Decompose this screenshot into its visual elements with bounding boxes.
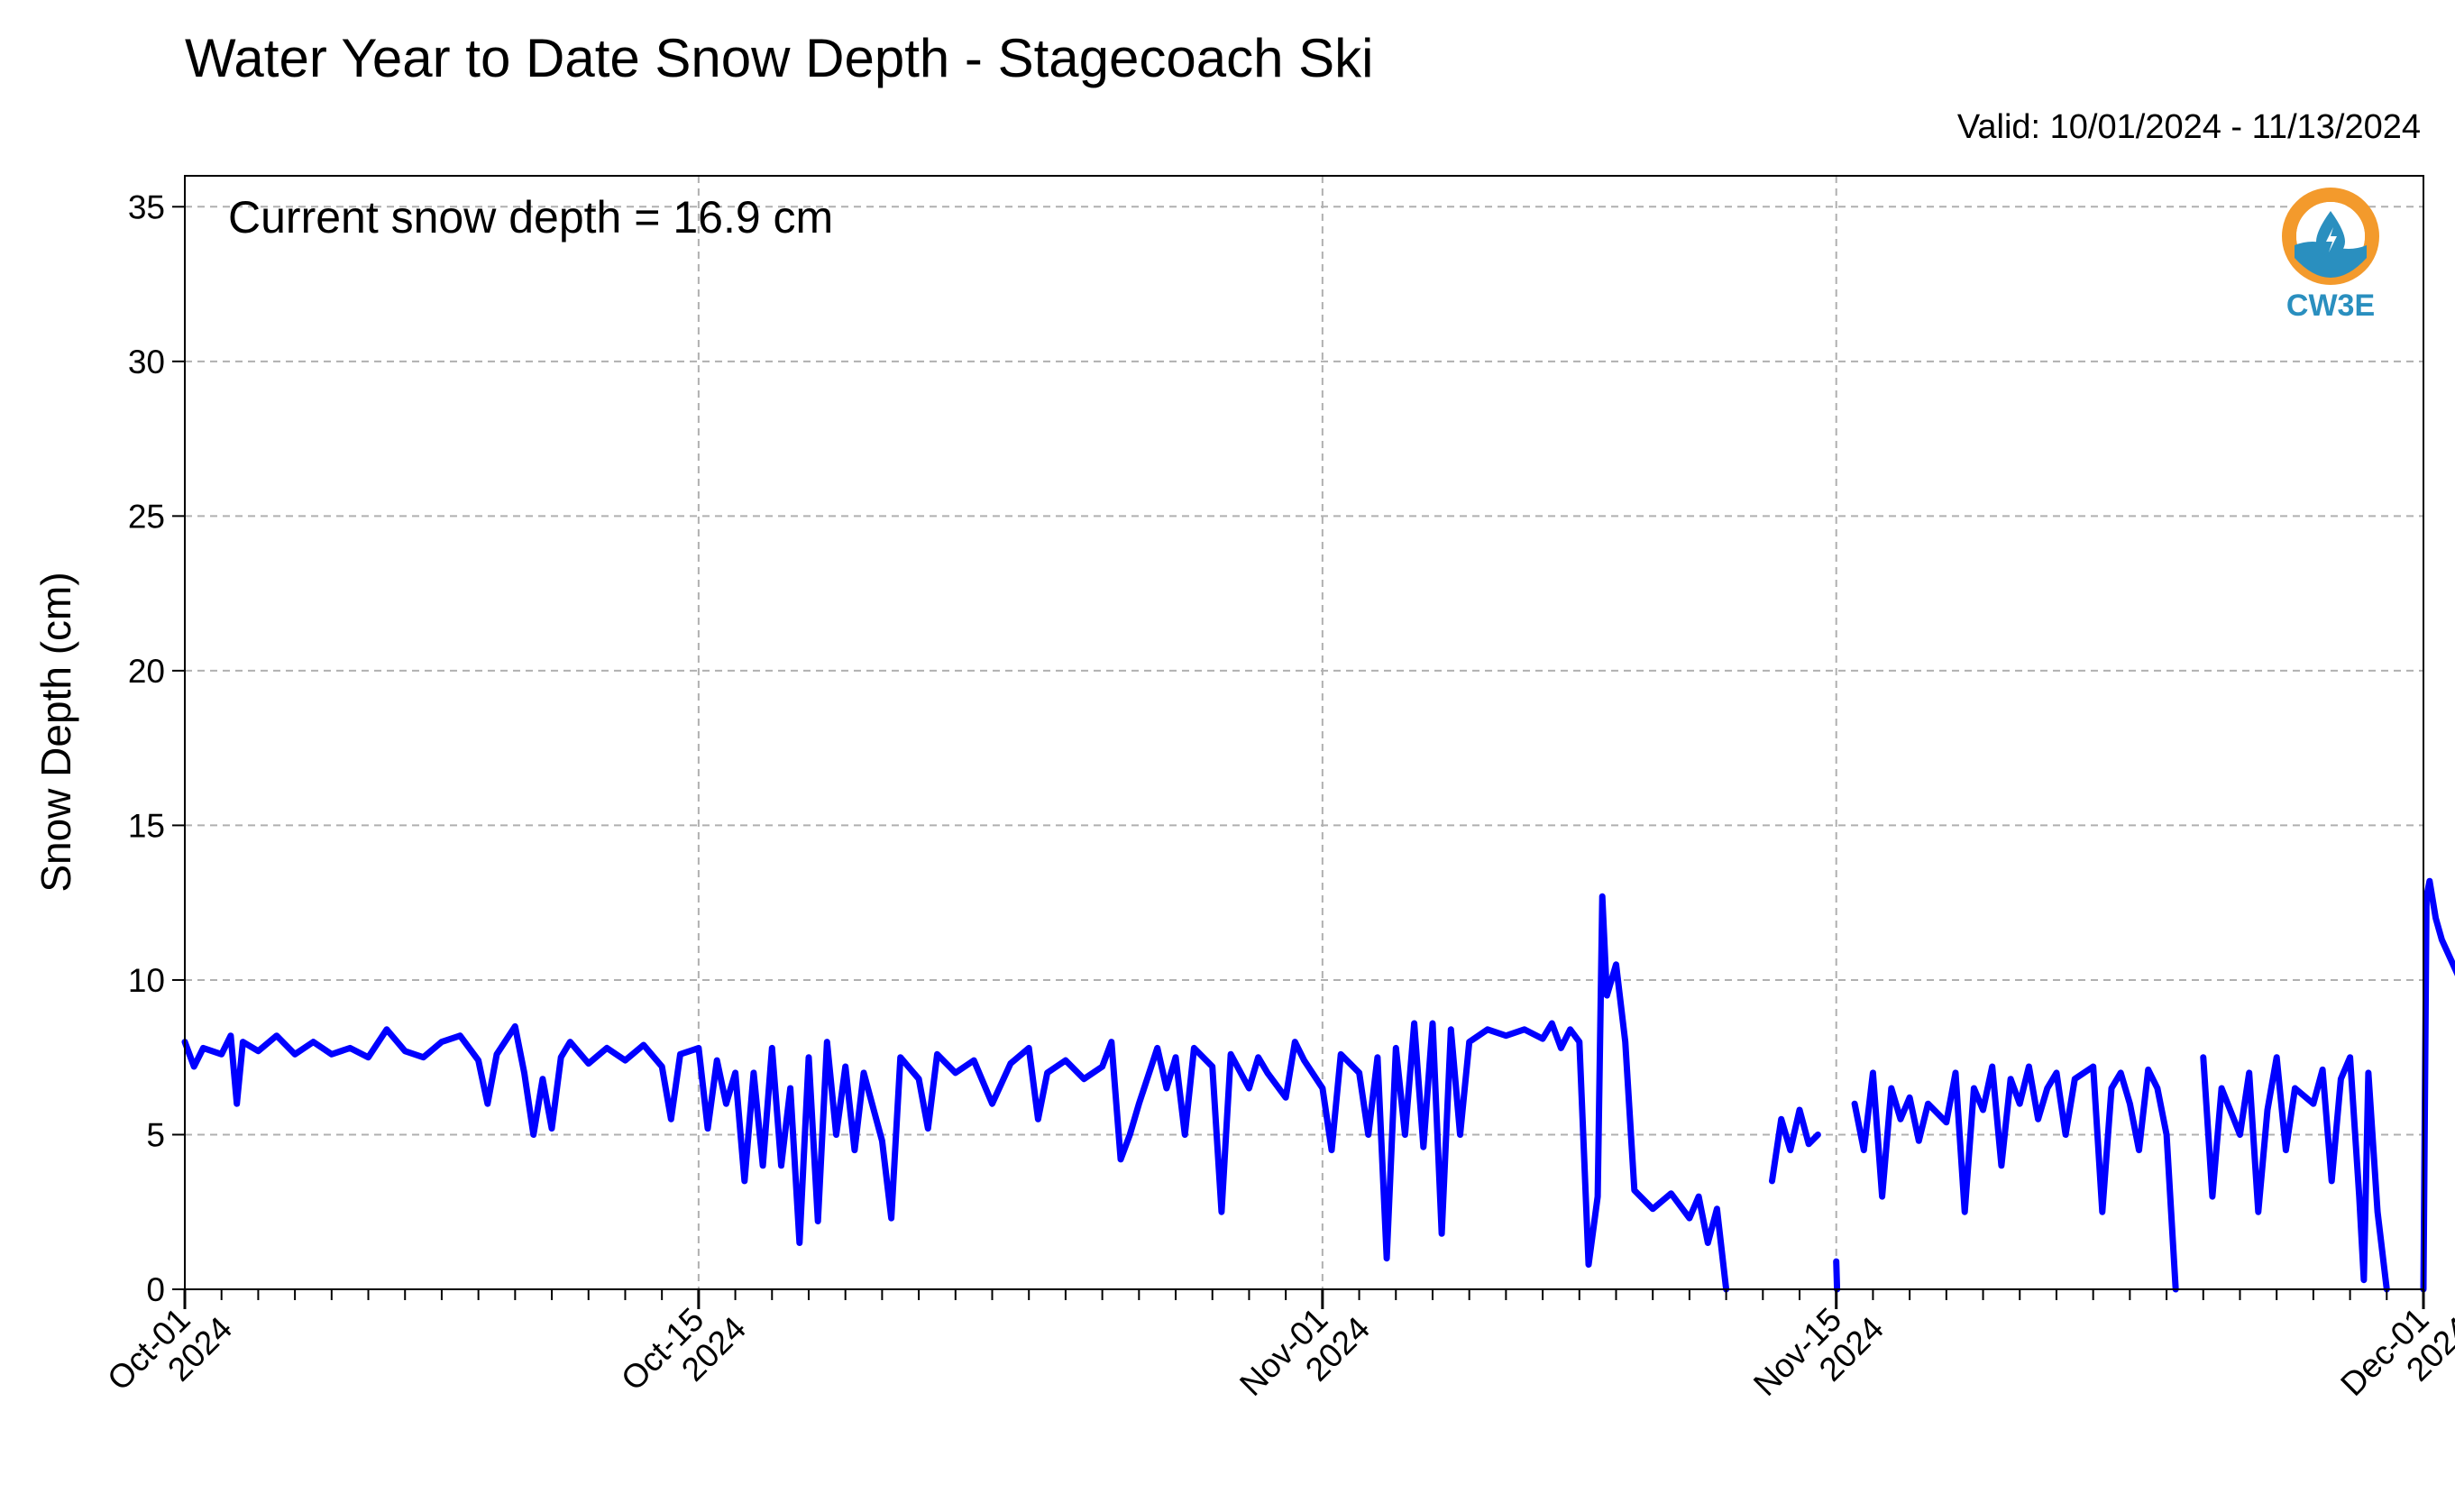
series-line bbox=[181, 893, 1730, 1293]
plot-area-frame bbox=[184, 175, 2424, 1290]
y-tick-label: 0 bbox=[146, 1271, 165, 1308]
valid-date-range: Valid: 10/01/2024 - 11/13/2024 bbox=[1956, 108, 2421, 146]
grid-lines bbox=[185, 176, 2423, 1289]
y-axis-label: Snow Depth (cm) bbox=[32, 572, 79, 892]
y-tick-label: 30 bbox=[128, 344, 165, 380]
water-drop-bolt bbox=[2326, 227, 2337, 252]
y-tick-label: 10 bbox=[128, 962, 165, 999]
cw3e-logo-text: CW3E bbox=[2286, 289, 2375, 323]
y-tick-label: 20 bbox=[128, 653, 165, 690]
series-line bbox=[1769, 1106, 1821, 1185]
series-line bbox=[2200, 1054, 2390, 1293]
series-layer bbox=[181, 877, 2455, 1293]
y-tick-label: 15 bbox=[128, 807, 165, 844]
y-tick-label: 25 bbox=[128, 498, 165, 535]
y-tick-label: 35 bbox=[128, 188, 165, 225]
chart-title: Water Year to Date Snow Depth - Stagecoa… bbox=[185, 28, 1374, 88]
cw3e-logo-wave bbox=[2295, 242, 2367, 278]
series-line bbox=[2420, 877, 2455, 1293]
current-depth-annotation: Current snow depth = 16.9 cm bbox=[228, 192, 833, 243]
series-line bbox=[1851, 1063, 2179, 1293]
y-tick-label: 5 bbox=[146, 1116, 165, 1153]
cw3e-logo: CW3E bbox=[2282, 188, 2379, 323]
